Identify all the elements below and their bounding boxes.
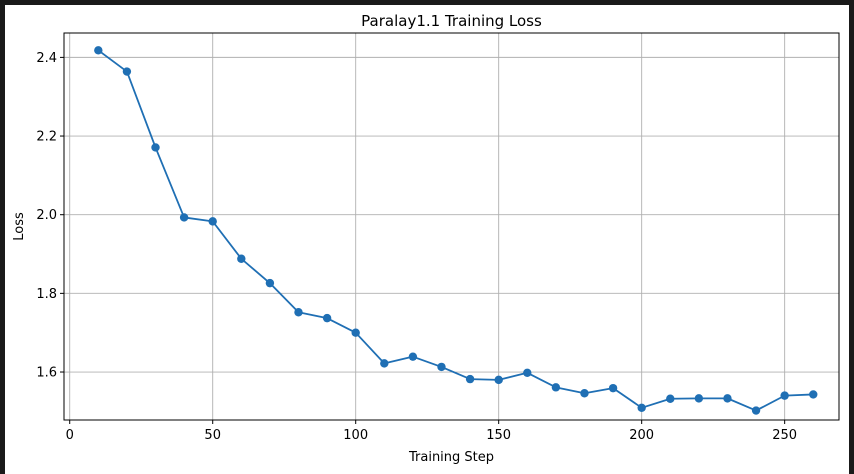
data-point (265, 278, 275, 288)
y-axis-ticks: 1.6 1.8 2.0 2.2 2.4 (36, 51, 64, 381)
data-point (237, 254, 246, 263)
x-tick-label: 200 (629, 428, 654, 443)
chart-title: Paralay1.1 Training Loss (361, 12, 542, 30)
x-axis-label: Training Step (408, 450, 494, 465)
y-tick-label: 1.8 (36, 287, 57, 302)
y-tick-label: 1.6 (36, 366, 57, 381)
data-point (122, 67, 132, 76)
x-axis-ticks: 0 50 100 150 200 250 (66, 420, 797, 443)
data-point (351, 328, 360, 337)
loss-series (94, 46, 818, 415)
series-line (97, 49, 814, 412)
data-point (380, 359, 389, 368)
x-tick-label: 0 (66, 428, 74, 443)
data-point (551, 383, 561, 392)
data-point (408, 352, 418, 361)
plot-frame (63, 32, 840, 421)
data-point (322, 313, 332, 323)
y-tick-label: 2.4 (36, 51, 57, 66)
x-tick-label: 50 (204, 428, 221, 443)
data-point (637, 403, 646, 413)
chart-figure: 0 50 100 150 200 250 1.6 1.8 2.0 2.2 2.4 Paralay1… (5, 5, 849, 474)
y-axis-label: Loss (12, 212, 27, 241)
data-point (523, 368, 532, 378)
data-point (723, 394, 732, 403)
data-point (580, 389, 589, 398)
x-tick-label: 100 (343, 428, 368, 443)
data-point (751, 406, 761, 415)
y-tick-label: 2.0 (36, 208, 57, 223)
data-point (666, 394, 675, 403)
data-point (179, 213, 189, 222)
data-point (151, 143, 160, 152)
data-point (780, 391, 789, 400)
data-point (694, 394, 704, 403)
y-tick-label: 2.2 (36, 130, 57, 145)
x-tick-label: 150 (486, 428, 511, 443)
data-point (208, 217, 217, 226)
data-point (608, 383, 618, 393)
data-point (294, 308, 303, 317)
data-point (809, 390, 818, 399)
data-point (437, 362, 446, 372)
data-point (465, 374, 475, 384)
data-point (94, 46, 103, 55)
line-chart: 0 50 100 150 200 250 1.6 1.8 2.0 2.2 2.4 Paralay1… (12, 12, 840, 465)
grid-lines (64, 33, 839, 420)
data-point (494, 375, 503, 385)
x-tick-label: 250 (772, 428, 797, 443)
